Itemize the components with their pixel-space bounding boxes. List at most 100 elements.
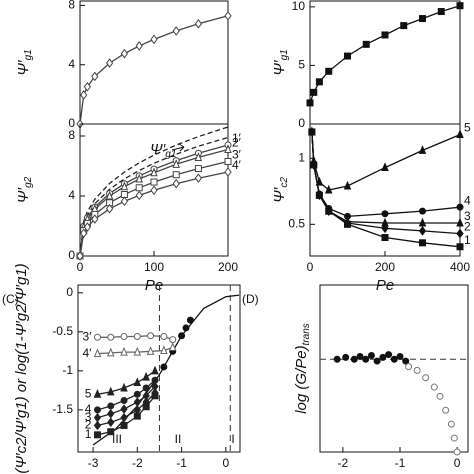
marker	[172, 26, 180, 36]
marker	[93, 333, 101, 341]
marker	[168, 342, 177, 351]
y-tick-label: 0	[68, 116, 75, 130]
y-axis-label-sub: g1	[23, 49, 34, 60]
marker	[419, 207, 426, 215]
marker	[150, 185, 158, 196]
series: 4	[308, 128, 471, 220]
marker	[422, 374, 430, 382]
y-axis-label-sub: c2	[279, 177, 290, 188]
marker	[379, 353, 387, 361]
marker	[135, 41, 143, 51]
marker	[120, 382, 128, 392]
marker	[91, 214, 99, 224]
series	[76, 10, 232, 129]
y-tick-label: 5	[298, 58, 305, 72]
x-tick-label: 200	[218, 260, 238, 274]
marker	[344, 52, 351, 60]
x-tick-label: -1	[395, 456, 406, 470]
marker	[93, 431, 101, 439]
marker	[93, 412, 102, 423]
y-axis-label: (Ψ′c2/Ψ′g1) or log(1-Ψ′g2/Ψ′g1)	[13, 263, 30, 473]
marker	[402, 357, 410, 365]
annotation-sub: g1	[165, 149, 176, 160]
curve-label: 3′	[232, 148, 242, 162]
marker	[93, 348, 102, 358]
x-tick-label: -2	[132, 456, 143, 470]
x-tick-label: -3	[88, 456, 99, 470]
region-label: II	[175, 432, 182, 446]
marker	[456, 129, 464, 139]
marker	[381, 210, 389, 218]
y-axis-label-main: Ψ′	[271, 186, 288, 202]
y-tick-label: 8	[68, 128, 75, 142]
annotation-main: Ψ′	[150, 141, 166, 158]
marker	[106, 386, 115, 396]
y-tick-label: 0.5	[288, 216, 305, 230]
curve-label: 3′	[83, 329, 93, 343]
marker	[150, 167, 158, 177]
curve-label: 3	[85, 410, 92, 424]
curve-label: 3	[464, 209, 471, 223]
marker	[356, 352, 364, 360]
marker	[133, 397, 141, 407]
axes-frame	[319, 284, 469, 453]
marker	[437, 8, 445, 16]
marker	[224, 10, 232, 21]
curve	[79, 144, 229, 257]
marker	[450, 434, 458, 442]
marker	[106, 347, 115, 357]
curve-label: 4′	[83, 346, 93, 360]
marker	[194, 165, 202, 173]
region-label: III	[112, 432, 122, 446]
marker	[120, 346, 128, 356]
curve-label: 4	[85, 402, 92, 416]
marker	[150, 178, 158, 186]
marker	[324, 184, 333, 194]
curve	[311, 131, 461, 235]
marker	[405, 363, 413, 371]
y-axis-label-sub: trans	[301, 323, 312, 345]
marker	[456, 2, 464, 10]
y-tick-label: -0.5	[52, 324, 73, 338]
curve-label: 5	[464, 121, 471, 135]
marker	[142, 384, 150, 392]
marker	[147, 332, 155, 340]
curve-label: 1	[464, 233, 471, 247]
curve-label: 4	[464, 193, 471, 207]
marker	[135, 184, 143, 192]
marker	[350, 355, 358, 363]
marker	[133, 346, 142, 356]
y-axis-label: Ψ′c2	[271, 177, 290, 203]
y-axis-label: Ψ′g1	[271, 49, 290, 75]
marker	[76, 251, 84, 261]
marker	[194, 173, 203, 183]
marker	[390, 355, 398, 363]
marker	[120, 412, 128, 423]
series: 4′	[76, 158, 242, 261]
marker	[373, 357, 381, 365]
marker	[142, 371, 150, 381]
marker	[224, 167, 232, 177]
y-tick-label: 1	[298, 150, 305, 164]
marker	[381, 31, 389, 39]
marker	[194, 152, 203, 161]
region-label: I	[231, 432, 234, 446]
marker	[135, 190, 143, 201]
axes-frame	[79, 0, 229, 125]
series: 5	[85, 365, 159, 400]
marker	[418, 217, 427, 227]
y-axis-label-main: Ψ′	[15, 59, 32, 75]
marker	[107, 417, 115, 428]
marker	[430, 383, 438, 391]
marker	[186, 316, 194, 324]
series	[405, 363, 461, 456]
marker	[362, 355, 370, 363]
series	[160, 316, 194, 371]
marker	[308, 126, 316, 136]
marker	[381, 162, 389, 172]
marker	[120, 404, 128, 414]
y-tick-label: 4	[68, 57, 75, 71]
marker	[333, 355, 341, 363]
marker	[418, 145, 427, 154]
y-tick-label: 4	[68, 188, 75, 202]
